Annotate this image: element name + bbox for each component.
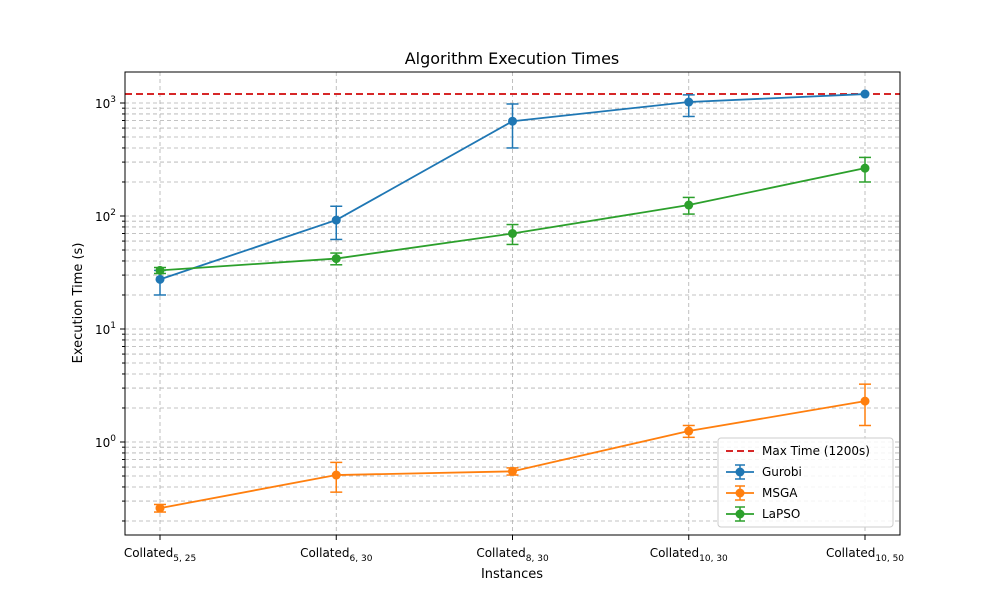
msga-data-point — [684, 426, 694, 436]
y-tick-label: 103 — [95, 95, 116, 111]
x-tick-label: Collated8, 30 — [476, 546, 549, 564]
x-tick-label: Collated6, 30 — [300, 546, 373, 564]
gurobi-data-point — [331, 215, 341, 225]
legend: Max Time (1200s) Gurobi MSGA LaPSO — [717, 437, 894, 528]
legend-label-msga: MSGA — [762, 486, 798, 500]
x-tick-label: Collated10, 30 — [650, 546, 728, 564]
x-axis-label: Instances — [481, 567, 543, 582]
legend-gurobi-swatch-marker — [735, 467, 745, 477]
x-axis-ticks: Collated5, 25 Collated6, 30 Collated8, 30 C… — [124, 535, 904, 564]
msga-data-point — [860, 396, 870, 406]
legend-lapso-swatch-marker — [735, 509, 745, 519]
y-tick-label: 101 — [95, 321, 116, 337]
legend-label-max-time: Max Time (1200s) — [762, 444, 870, 458]
y-tick-label: 100 — [95, 434, 116, 450]
legend-label-gurobi: Gurobi — [762, 465, 802, 479]
lapso-data-point — [331, 254, 341, 264]
gurobi-data-point — [155, 274, 165, 284]
x-tick-label: Collated5, 25 — [124, 546, 196, 564]
lapso-data-point — [684, 200, 694, 210]
legend-msga-swatch-marker — [735, 488, 745, 498]
series-layer — [154, 89, 871, 513]
lapso-data-point — [155, 265, 165, 275]
gurobi-data-point — [508, 116, 517, 126]
msga-data-point — [331, 470, 341, 480]
x-tick-label: Collated10, 50 — [826, 546, 904, 564]
legend-label-lapso: LaPSO — [762, 507, 800, 521]
lapso-data-point — [508, 229, 517, 239]
y-axis-ticks: 100 101 102 103 — [95, 95, 125, 522]
msga-data-point — [155, 503, 165, 513]
legend-box — [717, 437, 894, 528]
lapso-data-point — [860, 163, 870, 173]
msga-data-point — [508, 466, 517, 476]
y-tick-label: 102 — [95, 208, 116, 224]
chart-title: Algorithm Execution Times — [405, 49, 620, 68]
gurobi-data-point — [684, 97, 694, 107]
gurobi-data-point — [860, 89, 870, 99]
y-axis-label: Execution Time (s) — [71, 243, 86, 364]
